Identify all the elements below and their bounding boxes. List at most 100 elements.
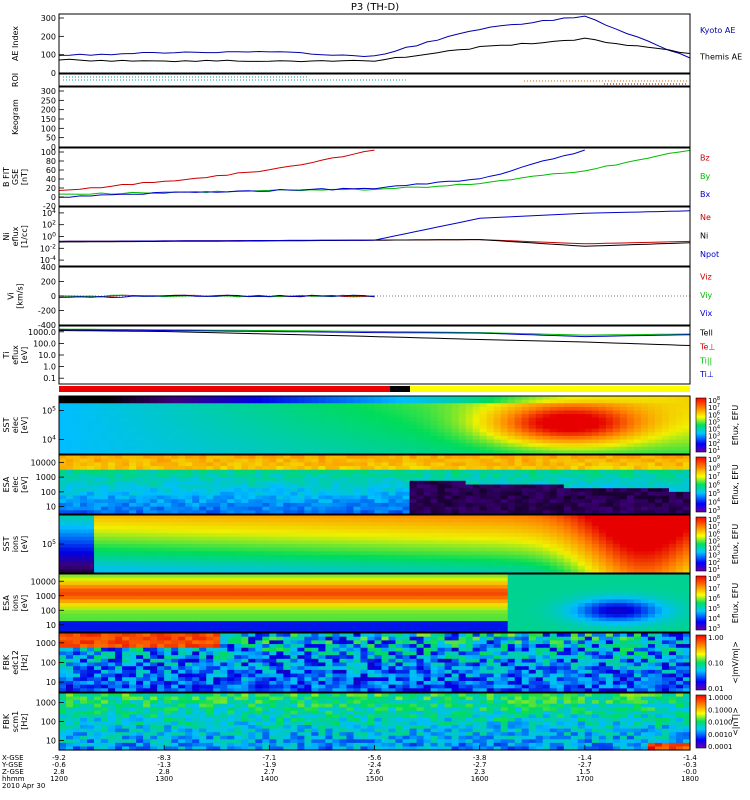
spectrogram-cell [535, 466, 544, 471]
spectrogram-cell [136, 491, 144, 497]
spectrogram-cell [304, 469, 312, 475]
spectrogram-cell [437, 536, 446, 541]
spectrogram-cell [318, 540, 327, 545]
spectrogram-cell [150, 466, 158, 471]
spectrogram-cell [213, 499, 221, 504]
spectrogram-cell [668, 525, 677, 531]
spectrogram-cell [423, 565, 432, 570]
spectrogram-cell [675, 439, 684, 444]
spectrogram-cell [241, 499, 249, 504]
spectrogram-cell [157, 617, 165, 622]
spectrogram-cell [185, 439, 193, 444]
spectrogram-cell [528, 484, 537, 489]
spectrogram-cell [374, 421, 383, 426]
spectrogram-cell [346, 584, 355, 590]
spectrogram-cell [297, 458, 305, 463]
spectrogram-cell [367, 428, 376, 433]
spectrogram-cell [633, 446, 642, 451]
spectrogram-cell [80, 432, 88, 437]
spectrogram-cell [332, 525, 341, 531]
spectrogram-cell [59, 495, 67, 500]
spectrogram-cell [178, 584, 186, 590]
spectrogram-cell [472, 473, 481, 478]
spectrogram-cell [262, 406, 270, 412]
spectrogram-cell [115, 617, 123, 622]
spectrogram-cell [591, 518, 600, 523]
spectrogram-cell [416, 473, 425, 478]
spectrogram-cell [507, 439, 516, 444]
spectrogram-cell [381, 473, 390, 478]
spectrogram-cell [346, 421, 355, 426]
spectrogram-cell [59, 446, 67, 451]
spectrogram-cell [661, 491, 670, 497]
spectrogram-cell [409, 488, 418, 493]
spectrogram-cell [66, 403, 74, 408]
spectrogram-cell [248, 477, 256, 482]
spectrogram-cell [339, 506, 348, 511]
spectrogram-cell [395, 450, 404, 455]
spectrogram-cell [227, 414, 235, 419]
spectrogram-cell [304, 435, 312, 441]
spectrogram-cell [549, 425, 558, 430]
spectrogram-cell [94, 577, 102, 582]
spectrogram-cell [248, 581, 256, 586]
spectrogram-cell [675, 540, 684, 545]
spectrogram-cell [472, 403, 481, 408]
spectrogram-cell [346, 536, 355, 541]
spectrogram-cell [220, 603, 228, 608]
spectrogram-cell [213, 518, 221, 523]
spectrogram-cell [325, 624, 334, 629]
spectrogram-cell [535, 458, 544, 463]
spectrogram-cell [311, 613, 320, 619]
spectrogram-cell [136, 477, 144, 482]
spectrogram-cell [570, 477, 579, 482]
spectrogram-cell [276, 584, 284, 590]
spectrogram-cell [80, 425, 88, 430]
spectrogram-cell [486, 432, 495, 437]
spectrogram-cell [598, 544, 607, 549]
spectrogram-cell [402, 518, 411, 523]
spectrogram-cell [143, 599, 151, 604]
spectrogram-cell [199, 435, 207, 441]
spectrogram-cell [115, 414, 123, 419]
spectrogram-cell [388, 469, 397, 475]
spectrogram-cell [318, 547, 327, 552]
spectrogram-cell [409, 455, 418, 460]
spectrogram-cell [269, 599, 277, 604]
spectrogram-cell [318, 595, 327, 600]
spectrogram-cell [577, 547, 586, 552]
spectrogram-cell [66, 522, 74, 527]
spectrogram-cell [633, 488, 642, 493]
spectrogram-cell [213, 435, 221, 441]
spectrogram-cell [367, 554, 376, 560]
spectrogram-cell [178, 495, 186, 500]
spectrogram-cell [199, 477, 207, 482]
spectrogram-cell [101, 484, 109, 489]
spectrogram-cell [528, 435, 537, 441]
spectrogram-cell [241, 577, 249, 582]
spectrogram-cell [122, 558, 130, 563]
spectrogram-cell [80, 491, 88, 497]
spectrogram-cell [465, 455, 474, 460]
spectrogram-cell [199, 554, 207, 560]
spectrogram-cell [661, 499, 670, 504]
spectrogram-cell [80, 421, 88, 426]
spectrogram-cell [332, 495, 341, 500]
spectrogram-cell [143, 624, 151, 629]
spectrogram-cell [598, 515, 607, 520]
spectrogram-cell [346, 462, 355, 467]
spectrogram-cell [164, 525, 172, 531]
spectrogram-cell [192, 515, 200, 520]
spectrogram-cell [528, 446, 537, 451]
spectrogram-cell [353, 515, 362, 520]
spectrogram-cell [500, 399, 509, 404]
spectrogram-cell [514, 410, 523, 415]
spectrogram-cell [563, 502, 572, 508]
spectrogram-cell [318, 462, 327, 467]
spectrogram-cell [206, 466, 214, 471]
spectrogram-cell [59, 469, 67, 475]
spectrogram-cell [73, 554, 81, 560]
spectrogram-cell [675, 406, 684, 412]
spectrogram-cell [584, 439, 593, 444]
spectrogram-cell [633, 562, 642, 567]
